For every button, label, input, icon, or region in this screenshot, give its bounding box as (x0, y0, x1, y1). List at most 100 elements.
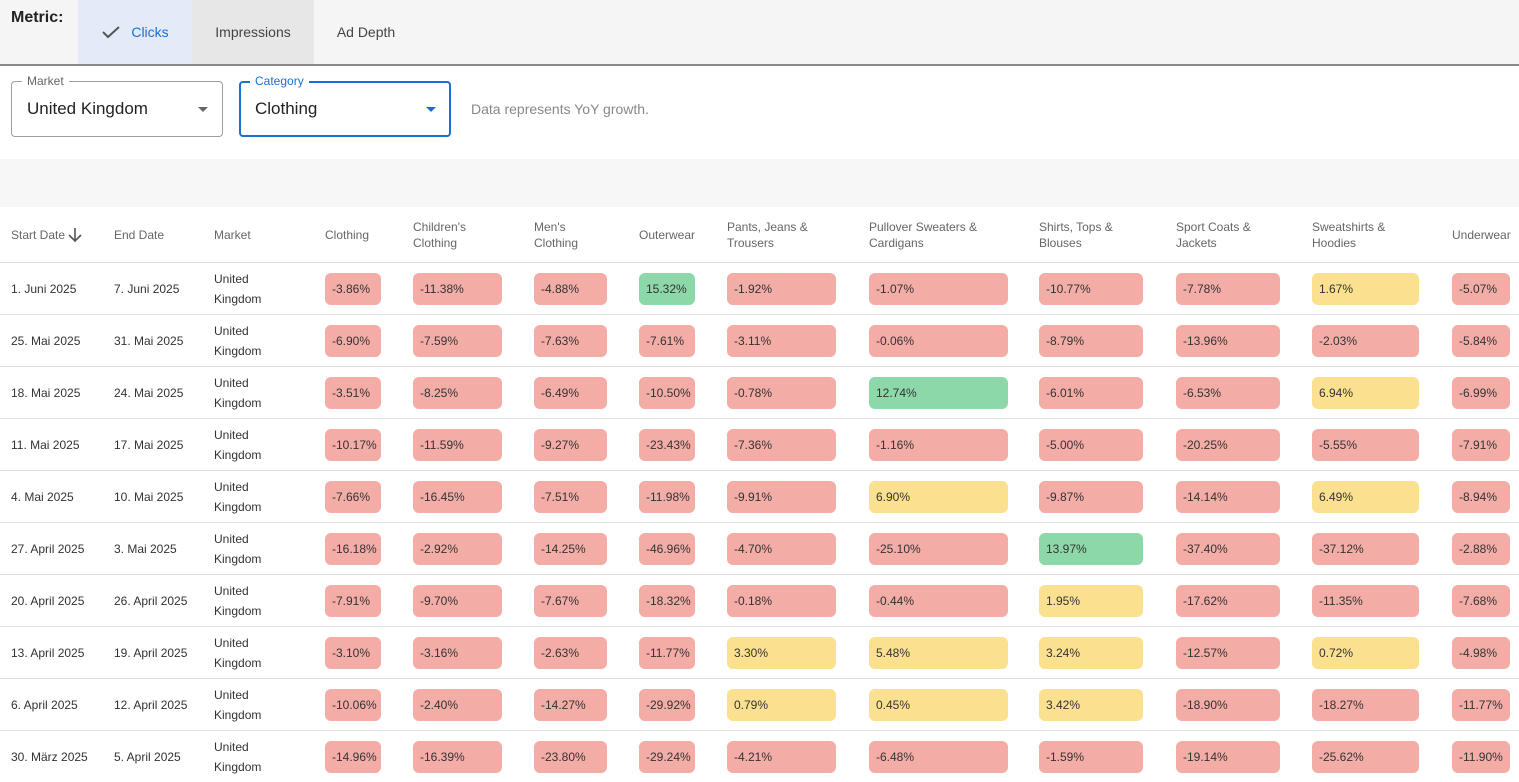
column-header[interactable]: Sport Coats & Jackets (1176, 220, 1251, 250)
growth-value-cell: -29.24% (639, 741, 695, 773)
tab-ad-depth[interactable]: Ad Depth (314, 0, 418, 64)
growth-value-cell: -14.14% (1176, 481, 1280, 513)
growth-value-cell: -7.91% (325, 585, 381, 617)
growth-value-cell: -0.06% (869, 325, 1008, 357)
growth-value-cell: -6.48% (869, 741, 1008, 773)
growth-value-cell: -37.12% (1312, 533, 1419, 565)
arrow-down-icon[interactable] (68, 227, 82, 243)
growth-value-cell: -9.91% (727, 481, 836, 513)
table-row: 4. Mai 2025 10. Mai 2025 United Kingdom -7.… (0, 471, 1519, 523)
market-cell: United Kingdom (214, 324, 262, 358)
growth-value-cell: 3.24% (1039, 637, 1143, 669)
growth-value-cell: -10.50% (639, 377, 695, 409)
growth-value-cell: -9.27% (534, 429, 607, 461)
column-header[interactable]: Sweatshirts & Hoodies (1312, 220, 1386, 250)
column-header[interactable]: Men's Clothing (534, 220, 579, 250)
growth-value-cell: -6.49% (534, 377, 607, 409)
table-row: 18. Mai 2025 24. Mai 2025 United Kingdom -3… (0, 367, 1519, 419)
end-cell: 24. Mai 2025 (114, 386, 184, 400)
end-cell: 26. April 2025 (114, 594, 188, 608)
growth-value-cell: -19.14% (1176, 741, 1280, 773)
tab-ad-depth-label: Ad Depth (336, 24, 396, 40)
start-cell: 27. April 2025 (11, 542, 85, 556)
growth-value-cell: -4.21% (727, 741, 836, 773)
growth-value-cell: -0.18% (727, 585, 836, 617)
table-row: 27. April 2025 3. Mai 2025 United Kingdom -… (0, 523, 1519, 575)
growth-value-cell: 5.48% (869, 637, 1008, 669)
column-header[interactable]: Clothing (325, 228, 370, 242)
growth-value-cell: -20.25% (1176, 429, 1280, 461)
growth-value-cell: -14.27% (534, 689, 607, 721)
growth-value-cell: -14.96% (325, 741, 381, 773)
growth-value-cell: -6.90% (325, 325, 381, 357)
tab-impressions[interactable]: Impressions (192, 0, 314, 64)
tab-clicks[interactable]: Clicks (78, 0, 192, 64)
growth-value-cell: -3.10% (325, 637, 381, 669)
metric-bar: Metric: Clicks Impressions Ad Depth (0, 0, 1519, 66)
growth-value-cell: -11.38% (413, 273, 502, 305)
growth-value-cell: -9.87% (1039, 481, 1143, 513)
category-value: Clothing (255, 99, 318, 118)
growth-value-cell: -23.43% (639, 429, 695, 461)
growth-value-cell: 0.79% (727, 689, 836, 721)
growth-value-cell: 0.45% (869, 689, 1008, 721)
table-row: 20. April 2025 26. April 2025 United Kingd… (0, 575, 1519, 627)
growth-value-cell: -5.07% (1452, 273, 1510, 305)
growth-value-cell: 13.97% (1039, 533, 1143, 565)
column-header[interactable]: Children's Clothing (413, 220, 466, 250)
growth-value-cell: -4.98% (1452, 637, 1510, 669)
growth-value-cell: -1.07% (869, 273, 1008, 305)
table-row: 30. März 2025 5. April 2025 United Kingdom… (0, 731, 1519, 782)
market-cell: United Kingdom (214, 272, 262, 306)
column-header[interactable]: Underwear (1452, 228, 1511, 242)
growth-value-cell: -5.55% (1312, 429, 1419, 461)
tab-impressions-label: Impressions (215, 24, 291, 40)
growth-value-cell: -7.78% (1176, 273, 1280, 305)
growth-value-cell: -7.51% (534, 481, 607, 513)
market-select[interactable]: Market United Kingdom (11, 74, 223, 137)
growth-value-cell: -1.92% (727, 273, 836, 305)
data-hint: Data represents YoY growth. (471, 101, 649, 117)
market-legend: Market (22, 74, 69, 88)
growth-value-cell: -11.77% (639, 637, 695, 669)
growth-value-cell: 1.95% (1039, 585, 1143, 617)
table-row: 6. April 2025 12. April 2025 United Kingdo… (0, 679, 1519, 731)
growth-value-cell: 6.90% (869, 481, 1008, 513)
column-header[interactable]: Start Date (11, 228, 66, 242)
growth-value-cell: -11.98% (639, 481, 695, 513)
market-cell: United Kingdom (214, 532, 262, 566)
growth-value-cell: 1.67% (1312, 273, 1419, 305)
column-header[interactable]: Outerwear (639, 228, 696, 242)
growth-value-cell: -7.91% (1452, 429, 1510, 461)
growth-value-cell: -9.70% (413, 585, 502, 617)
market-cell: United Kingdom (214, 688, 262, 722)
end-cell: 7. Juni 2025 (114, 282, 180, 296)
column-header[interactable]: Market (214, 228, 251, 242)
growth-value-cell: -1.59% (1039, 741, 1143, 773)
toolbar-band (0, 159, 1519, 207)
table-row: 25. Mai 2025 31. Mai 2025 United Kingdom -6… (0, 315, 1519, 367)
start-cell: 18. Mai 2025 (11, 386, 81, 400)
growth-value-cell: 6.49% (1312, 481, 1419, 513)
column-header[interactable]: Pullover Sweaters & Cardigans (869, 220, 978, 250)
growth-value-cell: -3.86% (325, 273, 381, 305)
growth-value-cell: -3.16% (413, 637, 502, 669)
market-cell: United Kingdom (214, 428, 262, 462)
end-cell: 3. Mai 2025 (114, 542, 177, 556)
growth-value-cell: -0.78% (727, 377, 836, 409)
check-icon (101, 25, 121, 39)
growth-value-cell: -7.63% (534, 325, 607, 357)
start-cell: 30. März 2025 (11, 750, 88, 764)
column-header[interactable]: Pants, Jeans & Trousers (727, 220, 808, 250)
column-header[interactable]: End Date (114, 228, 165, 242)
growth-value-cell: -2.03% (1312, 325, 1419, 357)
growth-value-cell: 6.94% (1312, 377, 1419, 409)
table-row: 11. Mai 2025 17. Mai 2025 United Kingdom -1… (0, 419, 1519, 471)
growth-value-cell: -2.88% (1452, 533, 1510, 565)
growth-value-cell: -8.94% (1452, 481, 1510, 513)
growth-value-cell: 0.72% (1312, 637, 1419, 669)
growth-value-cell: -10.77% (1039, 273, 1143, 305)
category-select[interactable]: Category Clothing (239, 74, 451, 137)
end-cell: 19. April 2025 (114, 646, 188, 660)
column-header[interactable]: Shirts, Tops & Blouses (1039, 220, 1113, 250)
